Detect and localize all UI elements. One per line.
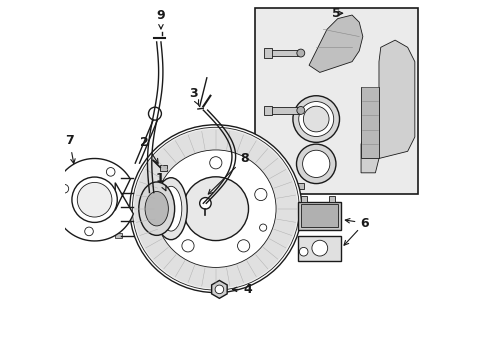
Circle shape — [296, 107, 304, 114]
Ellipse shape — [129, 125, 301, 293]
Bar — [159, 165, 167, 171]
Circle shape — [164, 188, 177, 201]
Circle shape — [209, 157, 222, 169]
Bar — [301, 204, 338, 227]
Text: 5: 5 — [331, 7, 340, 20]
Circle shape — [72, 177, 117, 222]
Bar — [271, 50, 300, 56]
Circle shape — [311, 240, 327, 256]
Circle shape — [148, 107, 161, 120]
Circle shape — [298, 102, 333, 136]
Polygon shape — [298, 202, 341, 230]
Circle shape — [215, 285, 223, 294]
Circle shape — [289, 182, 296, 189]
Bar — [115, 219, 122, 224]
Bar — [255, 8, 418, 194]
Circle shape — [299, 247, 307, 256]
Polygon shape — [308, 15, 362, 72]
Circle shape — [182, 240, 194, 252]
Ellipse shape — [134, 129, 297, 288]
Bar — [300, 196, 306, 202]
Text: 7: 7 — [65, 134, 75, 163]
Ellipse shape — [160, 186, 182, 231]
Bar — [115, 190, 122, 195]
Bar — [115, 233, 122, 238]
Bar — [329, 196, 335, 202]
Bar — [360, 87, 378, 158]
Bar — [264, 106, 271, 115]
Polygon shape — [53, 158, 133, 241]
Circle shape — [303, 106, 328, 132]
Text: 9: 9 — [156, 9, 165, 29]
Circle shape — [254, 188, 266, 201]
Text: 6: 6 — [345, 216, 368, 230]
Circle shape — [106, 167, 115, 176]
Ellipse shape — [139, 182, 174, 235]
Polygon shape — [360, 40, 414, 173]
Ellipse shape — [155, 178, 187, 240]
Circle shape — [199, 198, 211, 209]
Circle shape — [302, 150, 329, 177]
Bar — [292, 183, 303, 189]
Text: 1: 1 — [156, 172, 166, 191]
Ellipse shape — [183, 177, 248, 240]
Circle shape — [292, 96, 339, 142]
Bar — [115, 204, 122, 210]
Text: 3: 3 — [189, 87, 199, 106]
Circle shape — [259, 224, 266, 231]
Polygon shape — [298, 235, 341, 261]
Circle shape — [296, 49, 304, 57]
Text: 8: 8 — [208, 152, 248, 194]
Circle shape — [237, 240, 249, 252]
Bar — [115, 175, 122, 181]
Circle shape — [296, 144, 335, 184]
Circle shape — [60, 184, 68, 193]
Ellipse shape — [145, 192, 168, 226]
Text: 4: 4 — [232, 283, 252, 296]
Ellipse shape — [132, 127, 299, 290]
Circle shape — [84, 227, 93, 236]
Bar — [271, 107, 300, 114]
Bar — [264, 48, 271, 58]
Circle shape — [77, 183, 112, 217]
Ellipse shape — [155, 150, 276, 267]
Text: 2: 2 — [140, 136, 158, 163]
Polygon shape — [211, 280, 227, 298]
